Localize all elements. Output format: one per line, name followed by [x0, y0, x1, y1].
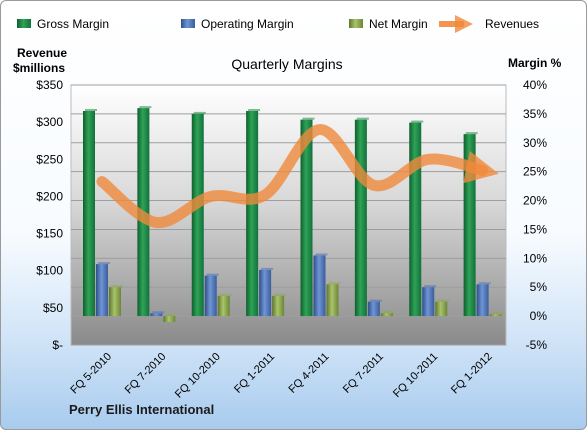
net-margin-bar	[272, 295, 285, 317]
operating-margin-bar-cap	[424, 285, 437, 288]
right-tick-label: 40%	[523, 78, 547, 92]
left-tick-label: $100	[36, 264, 63, 278]
net-margin-bar-cap	[328, 282, 341, 285]
operating-margin-bar-cap	[478, 282, 491, 285]
gross-margin-bar-cap	[85, 109, 97, 111]
operating-margin-bar-cap	[152, 311, 165, 314]
legend: Gross Margin Operating Margin Net Margin…	[17, 15, 539, 33]
net-margin-bar	[435, 301, 448, 317]
right-tick-label: 20%	[523, 194, 547, 208]
category-label: FQ 10-2010	[173, 351, 223, 401]
right-tick-label: 15%	[523, 222, 547, 236]
operating-margin-bar-cap	[369, 299, 382, 302]
operating-margin-bar-cap	[98, 262, 110, 265]
gross-margin-bar	[409, 122, 422, 317]
gross-margin-bar	[354, 119, 367, 317]
right-tick-label: 0%	[530, 309, 548, 323]
gross-margin-bar-cap	[411, 120, 424, 123]
gross-margin-bar-cap	[193, 111, 206, 114]
operating-margin-bar	[204, 275, 217, 317]
net-margin-bar	[326, 284, 339, 317]
gross-margin-bar-cap	[465, 132, 478, 135]
net-margin-bar-cap	[382, 311, 395, 314]
left-tick-label: $200	[36, 189, 63, 203]
legend-label-gross-margin: Gross Margin	[37, 17, 109, 31]
right-axis-ticks: -5% 0% 5% 10% 15% 20% 25% 30% 35% 40%	[523, 78, 547, 352]
left-tick-label: $-	[52, 338, 63, 352]
operating-margin-bar	[313, 255, 326, 317]
net-margin-bar	[380, 313, 393, 317]
net-margin-bar-cap	[274, 293, 287, 296]
net-margin-bar-cap	[219, 293, 232, 296]
left-axis-label-line2: $millions	[13, 61, 65, 75]
net-margin-bar	[217, 295, 230, 317]
category-label: FQ 5-2010	[68, 351, 114, 397]
net-margin-bar-cap	[491, 312, 504, 315]
gross-margin-bar	[83, 111, 95, 317]
operating-margin-bar	[96, 264, 108, 317]
revenue-line-group	[96, 124, 499, 228]
footer-company: Perry Ellis International	[69, 402, 214, 417]
right-axis-label: Margin %	[508, 56, 562, 70]
operating-margin-bar	[367, 301, 380, 317]
operating-margin-bar	[422, 287, 435, 317]
left-axis-ticks: $- $50 $100 $150 $200 $250 $300 $350	[36, 78, 63, 352]
net-margin-bar	[489, 314, 502, 317]
legend-swatch-net-margin	[349, 19, 363, 28]
right-tick-label: -5%	[526, 338, 548, 352]
legend-label-revenues: Revenues	[485, 17, 539, 31]
category-label: FQ 4-2011	[287, 351, 332, 396]
left-tick-label: $50	[43, 301, 63, 315]
operating-margin-bar	[150, 313, 163, 317]
operating-margin-bar	[476, 284, 489, 317]
right-tick-label: 5%	[530, 280, 548, 294]
gross-margin-bar-cap	[302, 117, 315, 120]
left-axis-label-line1: Revenue	[17, 46, 67, 60]
net-margin-bar	[109, 287, 121, 317]
operating-margin-bar-cap	[206, 273, 219, 276]
gross-margin-bar	[246, 111, 259, 317]
category-label: FQ 1-2012	[449, 351, 495, 397]
net-margin-bar-cap	[165, 314, 178, 317]
chart-title: Quarterly Margins	[231, 56, 342, 72]
gross-margin-bar	[300, 119, 313, 317]
revenue-line	[96, 124, 499, 228]
category-label: FQ 7-2011	[341, 351, 386, 396]
right-tick-label: 25%	[523, 165, 547, 179]
net-margin-bar-cap	[437, 299, 450, 302]
left-tick-label: $250	[36, 152, 63, 166]
category-labels: FQ 5-2010 FQ 7-2010 FQ 10-2010 FQ 1-2011 FQ …	[68, 351, 494, 401]
category-label: FQ 7-2010	[123, 351, 169, 397]
gross-margin-bar-cap	[139, 106, 152, 109]
net-margin-bar	[163, 316, 176, 322]
category-label: FQ 10-2011	[391, 351, 440, 400]
gross-margin-bar	[191, 113, 204, 317]
gross-margin-bar-cap	[248, 109, 261, 111]
legend-label-operating-margin: Operating Margin	[201, 17, 294, 31]
gross-margin-bar-cap	[356, 117, 369, 120]
legend-swatch-operating-margin	[181, 19, 195, 28]
net-margin-bar-cap	[111, 285, 123, 288]
operating-margin-bar-cap	[261, 267, 274, 270]
operating-margin-bar-cap	[315, 253, 328, 256]
category-label: FQ 1-2011	[232, 351, 277, 396]
operating-margin-bar	[259, 269, 272, 317]
legend-label-net-margin: Net Margin	[369, 17, 428, 31]
right-tick-label: 30%	[523, 136, 547, 150]
left-tick-label: $150	[36, 227, 63, 241]
left-tick-label: $300	[36, 115, 63, 129]
left-tick-label: $350	[36, 78, 63, 92]
right-tick-label: 10%	[523, 251, 547, 265]
right-tick-label: 35%	[523, 107, 547, 121]
legend-swatch-gross-margin	[17, 19, 31, 28]
